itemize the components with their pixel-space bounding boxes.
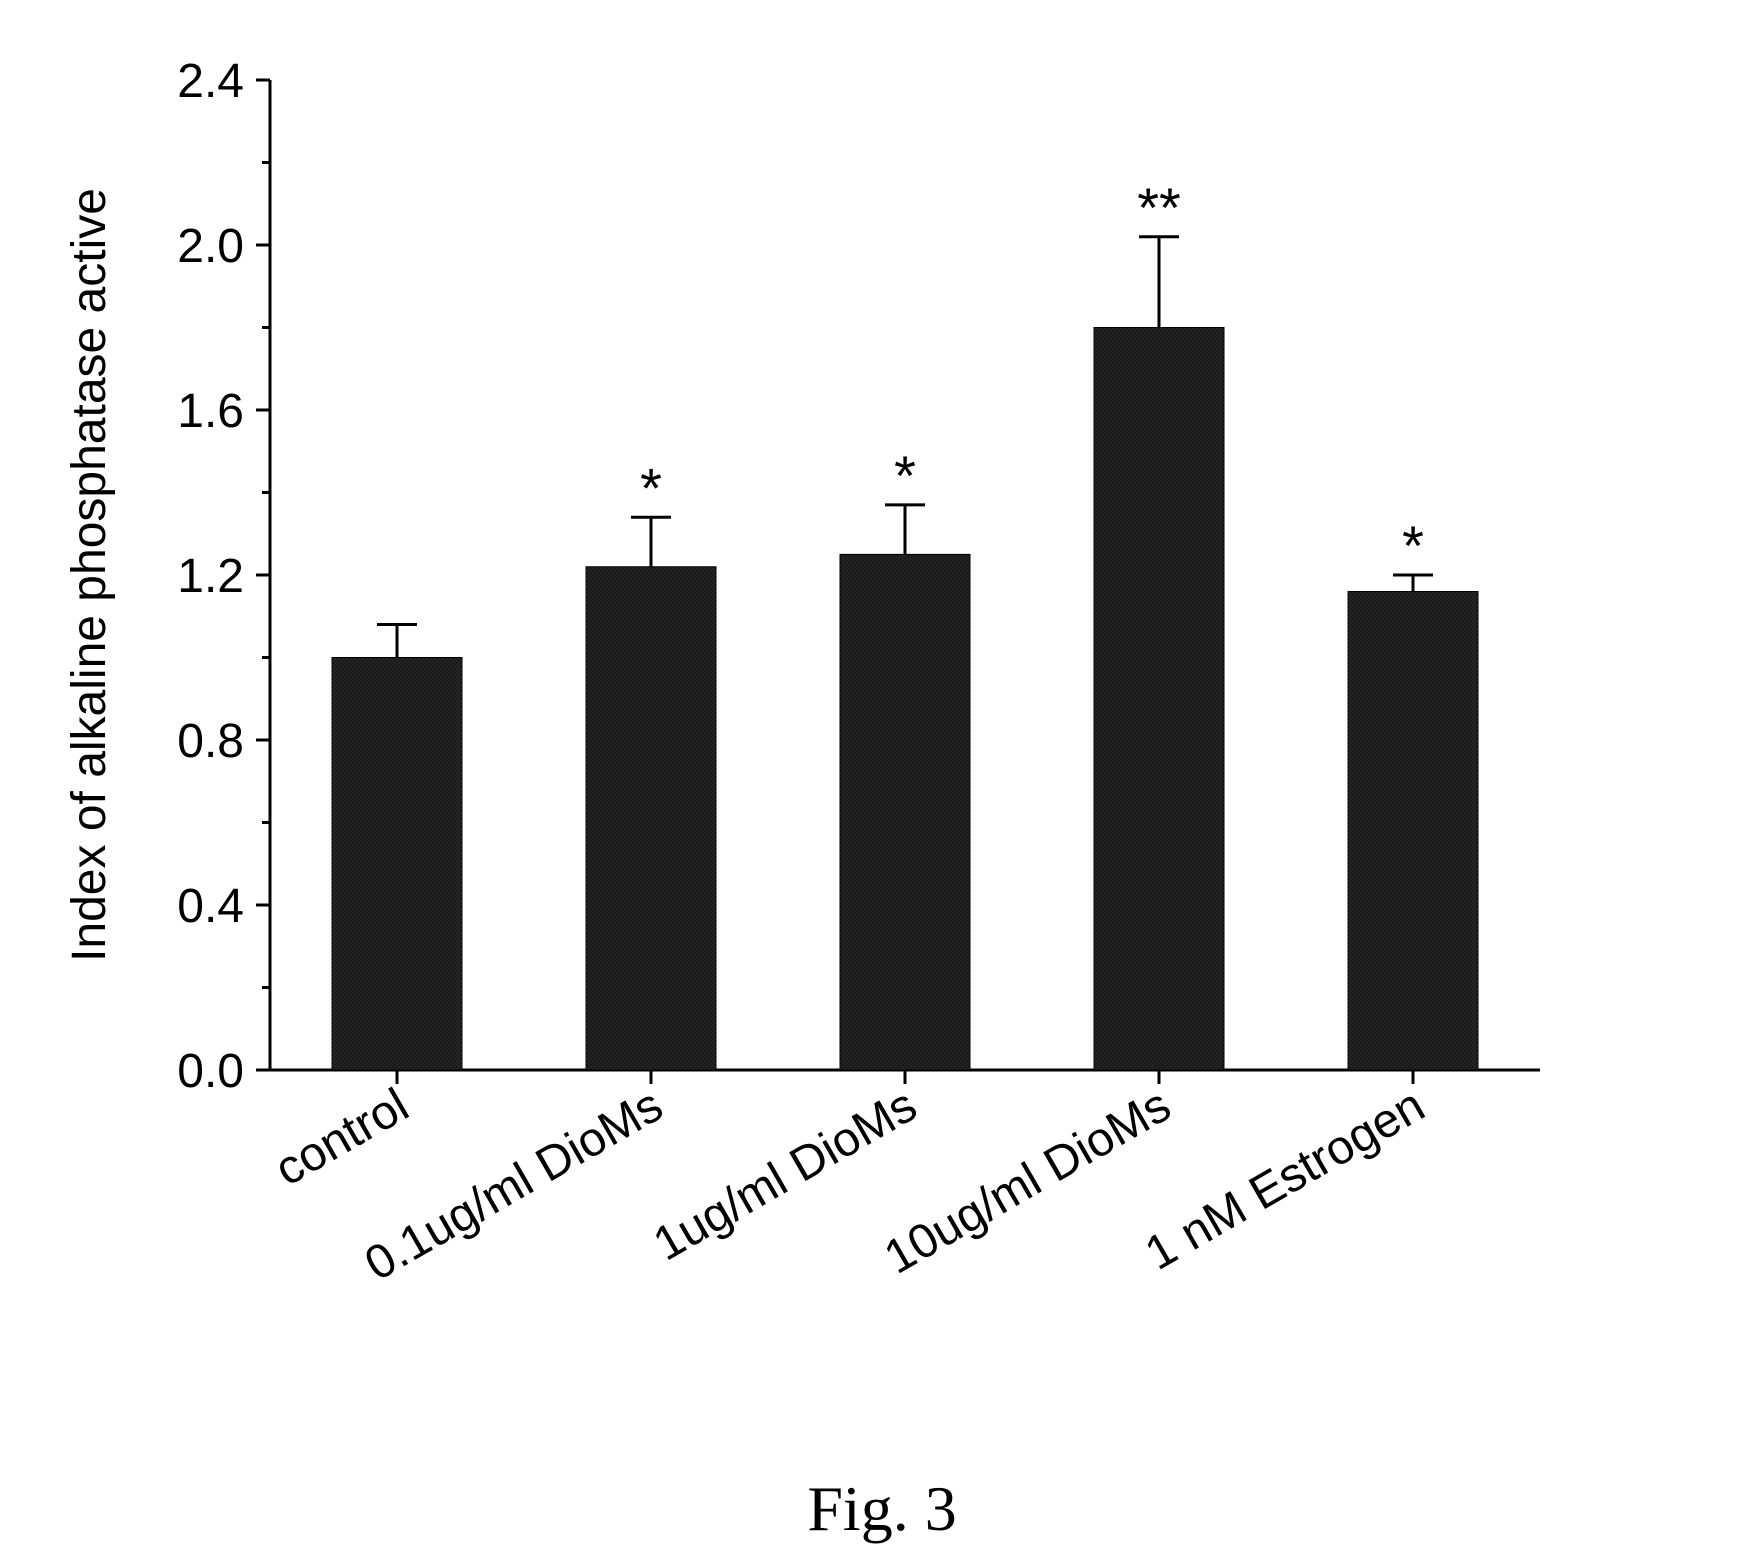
bar-chart: 0.0 0.4 0.8 1.2 1.6 2.0 2.4 Index of alkaline p…	[0, 0, 1764, 1564]
y-tick-label: 1.2	[177, 550, 244, 603]
y-tick-label: 2.0	[177, 220, 244, 273]
significance-mark: **	[1137, 176, 1181, 239]
bar	[840, 554, 970, 1070]
bar	[332, 658, 462, 1071]
figure-container: 0.0 0.4 0.8 1.2 1.6 2.0 2.4 Index of alkaline p…	[0, 0, 1764, 1564]
significance-mark: *	[1402, 514, 1424, 577]
x-tick-label: control	[266, 1079, 417, 1197]
bar	[1094, 328, 1224, 1071]
significance-mark: *	[894, 444, 916, 507]
y-axis-label: Index of alkaline phosphatase active	[63, 188, 116, 962]
bar	[586, 567, 716, 1070]
y-tick-label: 0.8	[177, 715, 244, 768]
y-tick-label: 0.4	[177, 880, 244, 933]
y-tick-label: 0.0	[177, 1045, 244, 1098]
x-tick-label: 1 nM Estrogen	[1137, 1079, 1434, 1281]
significance-mark: *	[640, 456, 662, 519]
bar	[1348, 592, 1478, 1071]
figure-caption: Fig. 3	[807, 1473, 956, 1544]
y-tick-label: 1.6	[177, 385, 244, 438]
x-tick-label: 10ug/ml DioMs	[876, 1079, 1180, 1285]
y-tick-label: 2.4	[177, 55, 244, 108]
